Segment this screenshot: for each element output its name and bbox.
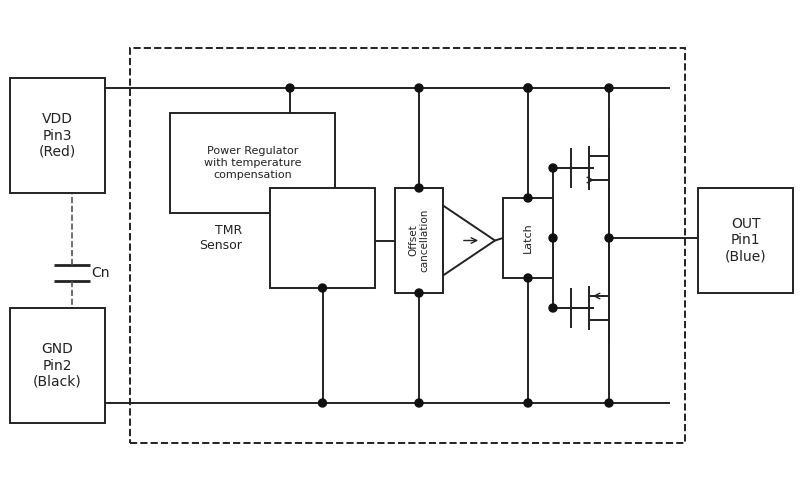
Circle shape bbox=[415, 184, 423, 192]
Text: Offset
cancellation: Offset cancellation bbox=[408, 209, 430, 272]
Circle shape bbox=[524, 84, 532, 92]
Circle shape bbox=[286, 84, 294, 92]
Text: Cn: Cn bbox=[90, 266, 109, 280]
Text: OUT
Pin1
(Blue): OUT Pin1 (Blue) bbox=[725, 217, 767, 264]
Text: TMR
Sensor: TMR Sensor bbox=[199, 224, 242, 252]
Circle shape bbox=[415, 84, 423, 92]
Text: GND
Pin2
(Black): GND Pin2 (Black) bbox=[33, 342, 82, 389]
Circle shape bbox=[605, 399, 613, 407]
Circle shape bbox=[524, 84, 532, 92]
Circle shape bbox=[524, 274, 532, 282]
Bar bbox=[10, 308, 105, 423]
Polygon shape bbox=[443, 205, 495, 275]
Circle shape bbox=[415, 399, 423, 407]
Circle shape bbox=[605, 84, 613, 92]
Circle shape bbox=[605, 234, 613, 242]
Bar bbox=[698, 188, 793, 293]
Bar bbox=[130, 48, 685, 443]
Bar bbox=[170, 113, 335, 213]
Text: VDD
Pin3
(Red): VDD Pin3 (Red) bbox=[39, 113, 76, 159]
Circle shape bbox=[549, 234, 557, 242]
Bar bbox=[395, 188, 443, 293]
Circle shape bbox=[319, 399, 327, 407]
Text: Power Regulator
with temperature
compensation: Power Regulator with temperature compens… bbox=[203, 146, 301, 180]
Circle shape bbox=[524, 194, 532, 202]
Bar bbox=[270, 188, 375, 288]
Circle shape bbox=[524, 399, 532, 407]
Circle shape bbox=[549, 304, 557, 312]
Text: Latch: Latch bbox=[523, 223, 533, 254]
Bar bbox=[503, 198, 553, 278]
Bar bbox=[10, 78, 105, 193]
Circle shape bbox=[319, 284, 327, 292]
Circle shape bbox=[549, 164, 557, 172]
Circle shape bbox=[415, 289, 423, 297]
